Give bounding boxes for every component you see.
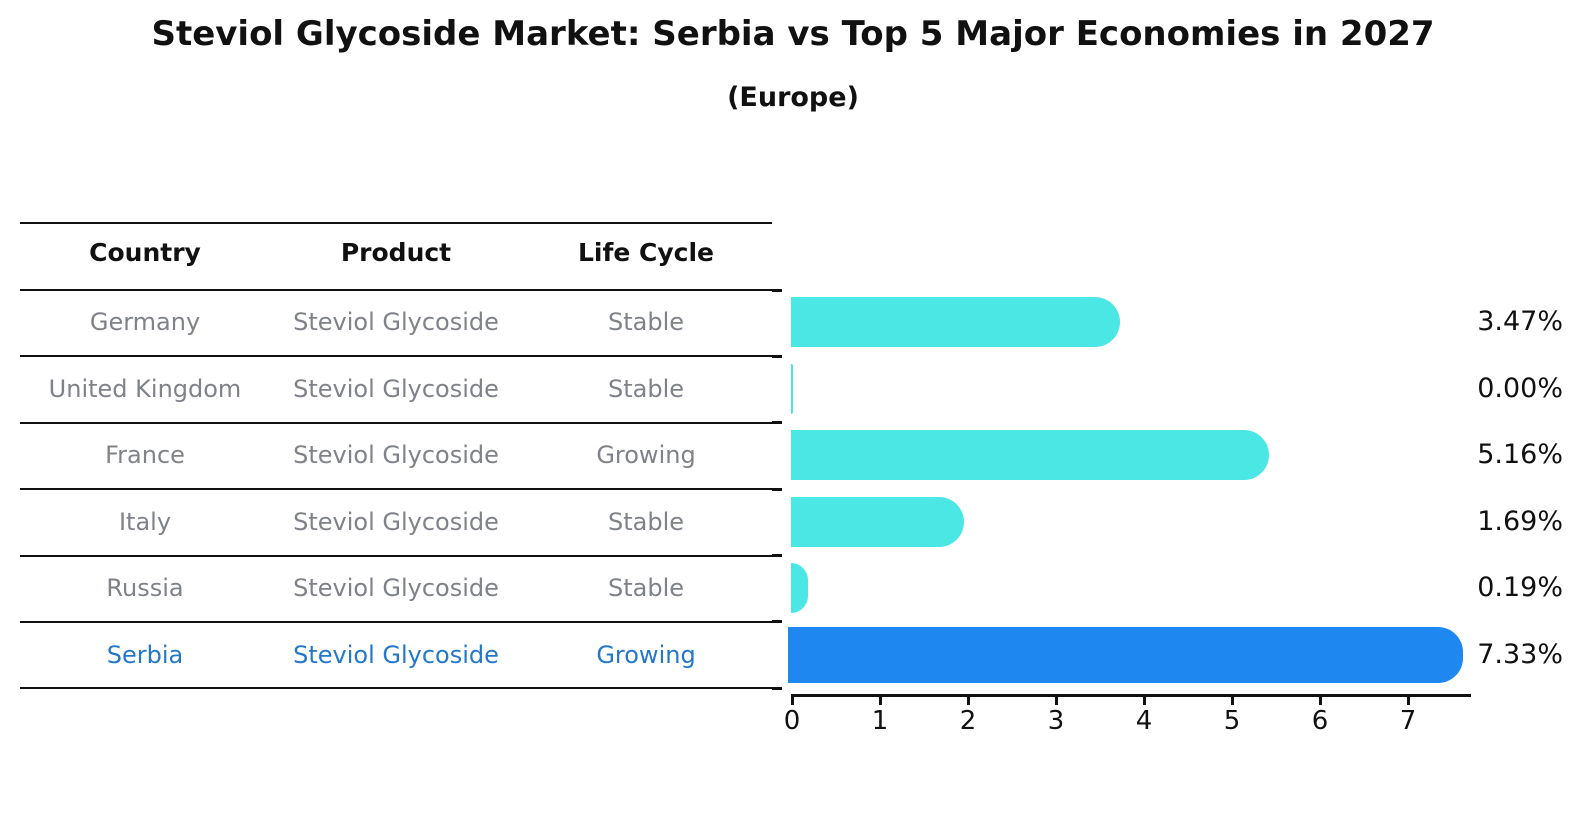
cell-country: France: [105, 441, 185, 469]
x-tick-label: 2: [959, 706, 977, 736]
x-tick-label: 7: [1399, 706, 1417, 736]
x-tick-label: 0: [783, 706, 801, 736]
table-header-country: Country: [89, 238, 201, 267]
cell-life-cycle: Growing: [596, 441, 696, 469]
cell-country: United Kingdom: [48, 375, 242, 403]
table-rule-top: [20, 222, 772, 224]
y-tick: [772, 289, 782, 292]
x-tick: [1055, 696, 1058, 705]
cell-country: Italy: [118, 508, 172, 536]
x-tick-label: 1: [871, 706, 889, 736]
cell-country: Russia: [106, 574, 184, 602]
x-tick: [1231, 696, 1234, 705]
y-tick: [772, 687, 782, 690]
table-rule: [20, 555, 772, 557]
x-tick-label: 4: [1135, 706, 1153, 736]
y-tick: [772, 421, 782, 424]
cell-product: Steviol Glycoside: [293, 441, 499, 469]
value-label-united-kingdom: 0.00%: [1477, 373, 1563, 404]
value-label-russia: 0.19%: [1477, 572, 1563, 603]
value-label-germany: 3.47%: [1477, 306, 1563, 337]
bar-russia: [791, 563, 808, 613]
y-tick: [772, 620, 782, 623]
bar-italy: [791, 497, 964, 547]
x-tick-label: 3: [1047, 706, 1065, 736]
bar-germany: [791, 297, 1121, 347]
value-label-serbia: 7.33%: [1477, 639, 1563, 670]
x-tick-label: 6: [1311, 706, 1329, 736]
chart-subtitle: (Europe): [727, 82, 859, 113]
table-rule: [20, 355, 772, 357]
y-tick: [772, 488, 782, 491]
cell-product-serbia: Steviol Glycoside: [293, 641, 499, 669]
x-tick: [1143, 696, 1146, 705]
cell-product: Steviol Glycoside: [293, 508, 499, 536]
x-tick: [967, 696, 970, 705]
cell-life-cycle: Stable: [607, 308, 685, 336]
cell-life-cycle: Stable: [607, 574, 685, 602]
x-tick: [879, 696, 882, 705]
bar-united-kingdom: [791, 364, 793, 414]
table-header-product: Product: [340, 238, 452, 267]
x-tick: [791, 696, 794, 705]
cell-product: Steviol Glycoside: [293, 375, 499, 403]
cell-country-serbia: Serbia: [106, 641, 184, 669]
table-rule-header: [20, 289, 772, 291]
table-rule: [20, 621, 772, 623]
table-rule-bottom: [20, 687, 772, 689]
cell-life-cycle-serbia: Growing: [596, 641, 696, 669]
cell-life-cycle: Stable: [607, 508, 685, 536]
x-tick: [1319, 696, 1322, 705]
cell-life-cycle: Stable: [607, 375, 685, 403]
x-tick-label: 5: [1223, 706, 1241, 736]
x-axis-line: [791, 694, 1471, 697]
bar-france: [791, 430, 1270, 480]
cell-product: Steviol Glycoside: [293, 308, 499, 336]
y-tick: [772, 355, 782, 358]
y-tick: [772, 554, 782, 557]
table-rule: [20, 488, 772, 490]
x-tick: [1407, 696, 1410, 705]
table-rule: [20, 422, 772, 424]
chart-title: Steviol Glycoside Market: Serbia vs Top …: [151, 14, 1435, 54]
bar-serbia-highlighted: [788, 627, 1464, 683]
cell-country: Germany: [89, 308, 201, 336]
value-label-italy: 1.69%: [1477, 506, 1563, 537]
value-label-france: 5.16%: [1477, 439, 1563, 470]
table-header-life-cycle: Life Cycle: [577, 238, 715, 267]
cell-product: Steviol Glycoside: [293, 574, 499, 602]
